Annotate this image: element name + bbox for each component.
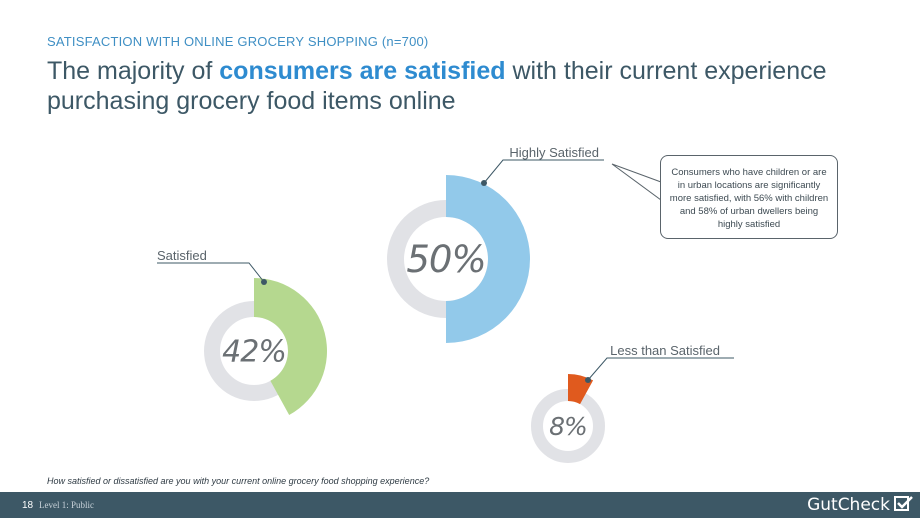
leader-dot-less-than-satisfied — [585, 377, 591, 383]
chart-eyebrow: SATISFACTION WITH ONLINE GROCERY SHOPPIN… — [47, 34, 429, 49]
classification-label: Level 1: Public — [39, 500, 94, 510]
callout-text: Consumers who have children or are in ur… — [669, 167, 829, 230]
leader-dot-highly-satisfied — [481, 180, 487, 186]
category-label-satisfied: Satisfied — [157, 248, 207, 263]
title-highlight: consumers are satisfied — [219, 57, 506, 85]
callout-pointer — [611, 163, 662, 201]
satisfaction-chart: 42% Satisfied 50% Highly Satisfied 8% Less th… — [157, 145, 734, 463]
checkmark-icon — [894, 496, 913, 511]
title-suffix: with their current experience purchasing… — [47, 57, 827, 115]
callout-box: Consumers who have children or are in ur… — [660, 155, 838, 239]
leader-dot-satisfied — [261, 279, 267, 285]
category-label-highly-satisfied: Highly Satisfied — [509, 145, 599, 160]
donut-segment-highly-satisfied — [446, 175, 530, 343]
survey-question: How satisfied or dissatisfied are you wi… — [47, 476, 430, 486]
data-label-satisfied: 42% — [222, 335, 286, 370]
category-label-less-than-satisfied: Less than Satisfied — [610, 343, 720, 358]
leader-line-less-than-satisfied — [587, 357, 734, 381]
data-label-highly-satisfied: 50% — [406, 238, 485, 281]
footer-bar: 18 Level 1: Public GutCheck — [0, 492, 920, 518]
title-prefix: The majority of — [47, 57, 220, 85]
leader-line-highly-satisfied — [483, 159, 604, 184]
leader-line-satisfied — [157, 262, 265, 283]
brand-logo: GutCheck — [807, 495, 890, 515]
data-label-less-than-satisfied: 8% — [549, 412, 587, 441]
page-number: 18 — [22, 500, 34, 511]
donut-segment-satisfied — [254, 278, 328, 415]
page-title: The majority of consumers are satisfied … — [47, 56, 897, 116]
